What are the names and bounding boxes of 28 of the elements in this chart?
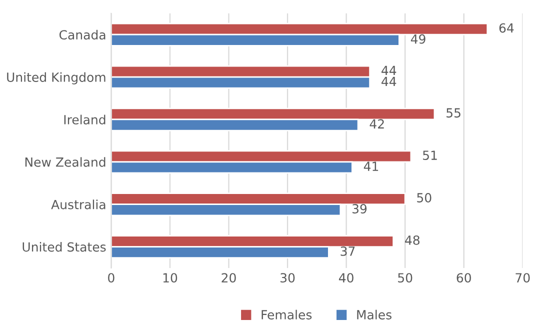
data-label: 44 (382, 76, 396, 86)
y-tick-label: Ireland (64, 114, 106, 124)
x-tick-label: 10 (163, 273, 178, 283)
y-tick-label: United States (22, 242, 106, 252)
x-tick-label: 0 (108, 273, 114, 283)
y-tick-label: New Zealand (25, 157, 106, 167)
data-label: 41 (364, 162, 378, 171)
x-tick-label: 40 (338, 273, 354, 283)
x-tick-label: 20 (222, 273, 236, 283)
data-label: 44 (382, 66, 396, 75)
data-label: 50 (417, 193, 432, 202)
x-tick-label: 70 (516, 273, 530, 283)
x-tick-label: 50 (398, 273, 412, 283)
legend-label: Males (357, 310, 392, 320)
y-tick-label: Canada (59, 30, 106, 40)
y-tick-label: United Kingdom (7, 72, 106, 84)
data-label: 37 (340, 246, 355, 256)
data-label: 64 (499, 23, 514, 33)
x-tick-label: 60 (456, 273, 471, 283)
data-label: 49 (410, 34, 426, 44)
data-label: 55 (446, 108, 460, 118)
x-tick-label: 30 (280, 273, 295, 283)
y-tick-label: Australia (51, 200, 106, 210)
data-label: 51 (423, 150, 437, 160)
legend-label: Females (262, 310, 312, 320)
data-label: 39 (352, 204, 367, 214)
data-label: 42 (370, 119, 384, 128)
data-label: 48 (405, 235, 420, 245)
